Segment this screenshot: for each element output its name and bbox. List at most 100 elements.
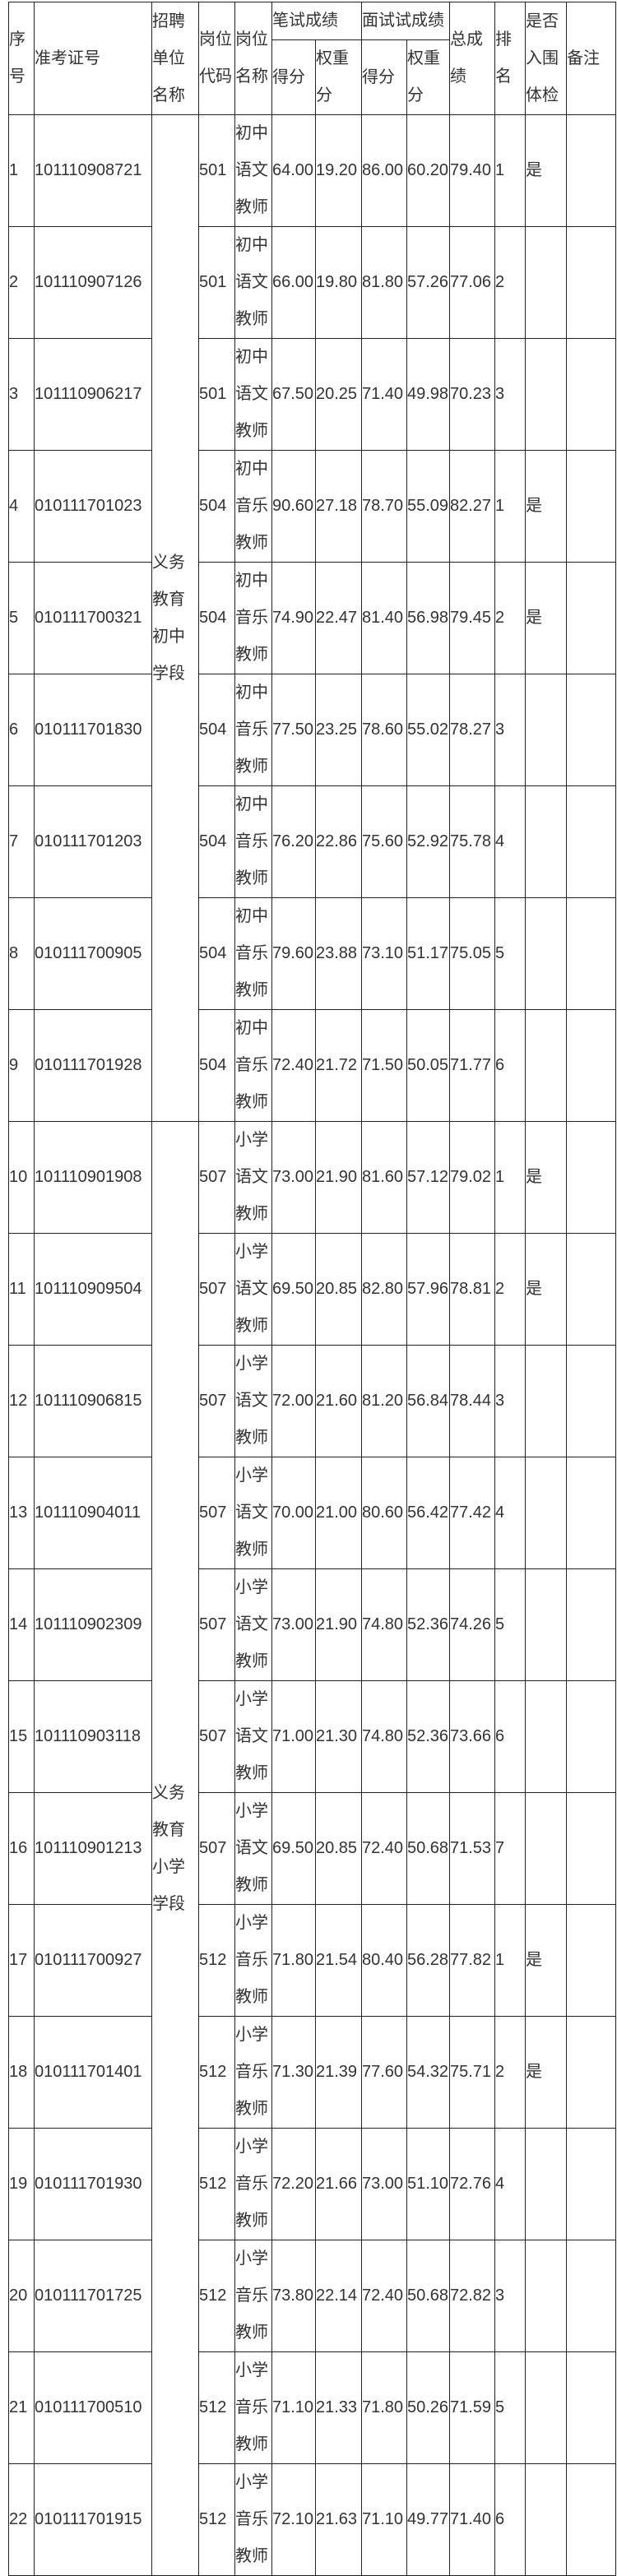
rank-cell: 3 xyxy=(494,1345,526,1457)
total-cell: 71.59 xyxy=(449,2351,495,2464)
post-code-cell: 501 xyxy=(198,226,235,339)
exam-id-cell: 010111701930 xyxy=(34,2128,152,2240)
remark-cell xyxy=(566,226,616,339)
written-weighted-cell: 21.63 xyxy=(315,2463,362,2576)
header-written-score: 得分 xyxy=(271,39,316,115)
exam-id-cell: 010111701915 xyxy=(34,2463,152,2576)
rank-cell: 1 xyxy=(494,450,526,563)
interview-weighted-cell: 51.10 xyxy=(406,2128,450,2240)
physical-cell xyxy=(525,674,567,786)
table-row: 16 101110901213 507 小学语文教师 69.50 20.85 72.40 50… xyxy=(8,1792,616,1905)
physical-cell xyxy=(525,2240,567,2352)
post-name-cell: 初中音乐教师 xyxy=(234,897,272,1010)
written-score-cell: 72.20 xyxy=(271,2128,316,2240)
physical-cell: 是 xyxy=(525,562,567,674)
written-score-cell: 71.10 xyxy=(271,2351,316,2464)
interview-score-cell: 72.40 xyxy=(361,2240,407,2352)
physical-cell: 是 xyxy=(525,1233,567,1346)
post-code-cell: 507 xyxy=(198,1457,235,1569)
physical-cell xyxy=(525,2128,567,2240)
table-row: 3 101110906217 501 初中语文教师 67.50 20.25 71.40 49.… xyxy=(8,338,616,451)
written-weighted-cell: 20.85 xyxy=(315,1233,362,1346)
header-interview: 面试试成绩 xyxy=(361,2,450,40)
header-written: 笔试成绩 xyxy=(271,2,362,40)
post-name-cell: 小学音乐教师 xyxy=(234,2240,272,2352)
post-code-cell: 504 xyxy=(198,450,235,563)
remark-cell xyxy=(566,562,616,674)
written-weighted-cell: 20.25 xyxy=(315,338,362,451)
remark-cell xyxy=(566,2463,616,2576)
post-name-cell: 初中音乐教师 xyxy=(234,785,272,898)
post-name-cell: 初中语文教师 xyxy=(234,338,272,451)
table-row: 7 010111701203 504 初中音乐教师 76.20 22.86 75.60 52.… xyxy=(8,785,616,898)
physical-cell xyxy=(525,1009,567,1122)
rank-cell: 6 xyxy=(494,1009,526,1122)
table-row: 18 010111701401 512 小学音乐教师 71.30 21.39 77.60 54… xyxy=(8,2016,616,2129)
post-name-cell: 小学语文教师 xyxy=(234,1233,272,1346)
exam-id-cell: 101110901213 xyxy=(34,1792,152,1905)
remark-cell xyxy=(566,114,616,227)
interview-weighted-cell: 57.12 xyxy=(406,1121,450,1234)
remark-cell xyxy=(566,338,616,451)
exam-id-cell: 010111700905 xyxy=(34,897,152,1010)
seq-cell: 16 xyxy=(8,1792,35,1905)
rank-cell: 4 xyxy=(494,2128,526,2240)
remark-cell xyxy=(566,897,616,1010)
rank-cell: 2 xyxy=(494,226,526,339)
post-name-cell: 小学语文教师 xyxy=(234,1680,272,1793)
total-cell: 78.81 xyxy=(449,1233,495,1346)
total-cell: 75.71 xyxy=(449,2016,495,2129)
post-code-cell: 504 xyxy=(198,1009,235,1122)
table-row: 21 010111700510 512 小学音乐教师 71.10 21.33 71.80 50… xyxy=(8,2351,616,2464)
written-weighted-cell: 23.88 xyxy=(315,897,362,1010)
written-weighted-cell: 19.80 xyxy=(315,226,362,339)
post-code-cell: 512 xyxy=(198,2351,235,2464)
physical-cell: 是 xyxy=(525,2016,567,2129)
remark-cell xyxy=(566,1009,616,1122)
seq-cell: 1 xyxy=(8,114,35,227)
interview-weighted-cell: 55.09 xyxy=(406,450,450,563)
post-name-cell: 小学语文教师 xyxy=(234,1121,272,1234)
post-code-cell: 501 xyxy=(198,114,235,227)
exam-id-cell: 010111700510 xyxy=(34,2351,152,2464)
interview-score-cell: 71.40 xyxy=(361,338,407,451)
post-code-cell: 507 xyxy=(198,1345,235,1457)
table-row: 19 010111701930 512 小学音乐教师 72.20 21.66 73.00 51… xyxy=(8,2128,616,2240)
physical-cell: 是 xyxy=(525,1904,567,2017)
post-name-cell: 小学语文教师 xyxy=(234,1457,272,1569)
remark-cell xyxy=(566,1568,616,1681)
exam-id-cell: 101110908721 xyxy=(34,114,152,227)
post-code-cell: 504 xyxy=(198,562,235,674)
exam-id-cell: 101110904011 xyxy=(34,1457,152,1569)
interview-weighted-cell: 56.98 xyxy=(406,562,450,674)
interview-weighted-cell: 50.05 xyxy=(406,1009,450,1122)
remark-cell xyxy=(566,1345,616,1457)
post-code-cell: 507 xyxy=(198,1233,235,1346)
written-score-cell: 76.20 xyxy=(271,785,316,898)
written-score-cell: 79.60 xyxy=(271,897,316,1010)
table-row: 22 010111701915 512 小学音乐教师 72.10 21.63 71.10 49… xyxy=(8,2463,616,2576)
total-cell: 79.02 xyxy=(449,1121,495,1234)
seq-cell: 20 xyxy=(8,2240,35,2352)
written-score-cell: 74.90 xyxy=(271,562,316,674)
interview-score-cell: 74.80 xyxy=(361,1568,407,1681)
table-row: 12 101110906815 507 小学语文教师 72.00 21.60 81.20 56… xyxy=(8,1345,616,1457)
exam-id-cell: 101110909504 xyxy=(34,1233,152,1346)
remark-cell xyxy=(566,674,616,786)
post-code-cell: 501 xyxy=(198,338,235,451)
written-weighted-cell: 21.60 xyxy=(315,1345,362,1457)
total-cell: 72.76 xyxy=(449,2128,495,2240)
written-weighted-cell: 21.66 xyxy=(315,2128,362,2240)
post-name-cell: 初中音乐教师 xyxy=(234,562,272,674)
total-cell: 77.82 xyxy=(449,1904,495,2017)
physical-cell xyxy=(525,1568,567,1681)
seq-cell: 12 xyxy=(8,1345,35,1457)
physical-cell xyxy=(525,1457,567,1569)
table-row: 20 010111701725 512 小学音乐教师 73.80 22.14 72.40 50… xyxy=(8,2240,616,2352)
written-weighted-cell: 21.90 xyxy=(315,1568,362,1681)
seq-cell: 15 xyxy=(8,1680,35,1793)
total-cell: 75.05 xyxy=(449,897,495,1010)
interview-weighted-cell: 49.77 xyxy=(406,2463,450,2576)
interview-weighted-cell: 52.36 xyxy=(406,1568,450,1681)
table-row: 11 101110909504 507 小学语文教师 69.50 20.85 82.80 57… xyxy=(8,1233,616,1346)
